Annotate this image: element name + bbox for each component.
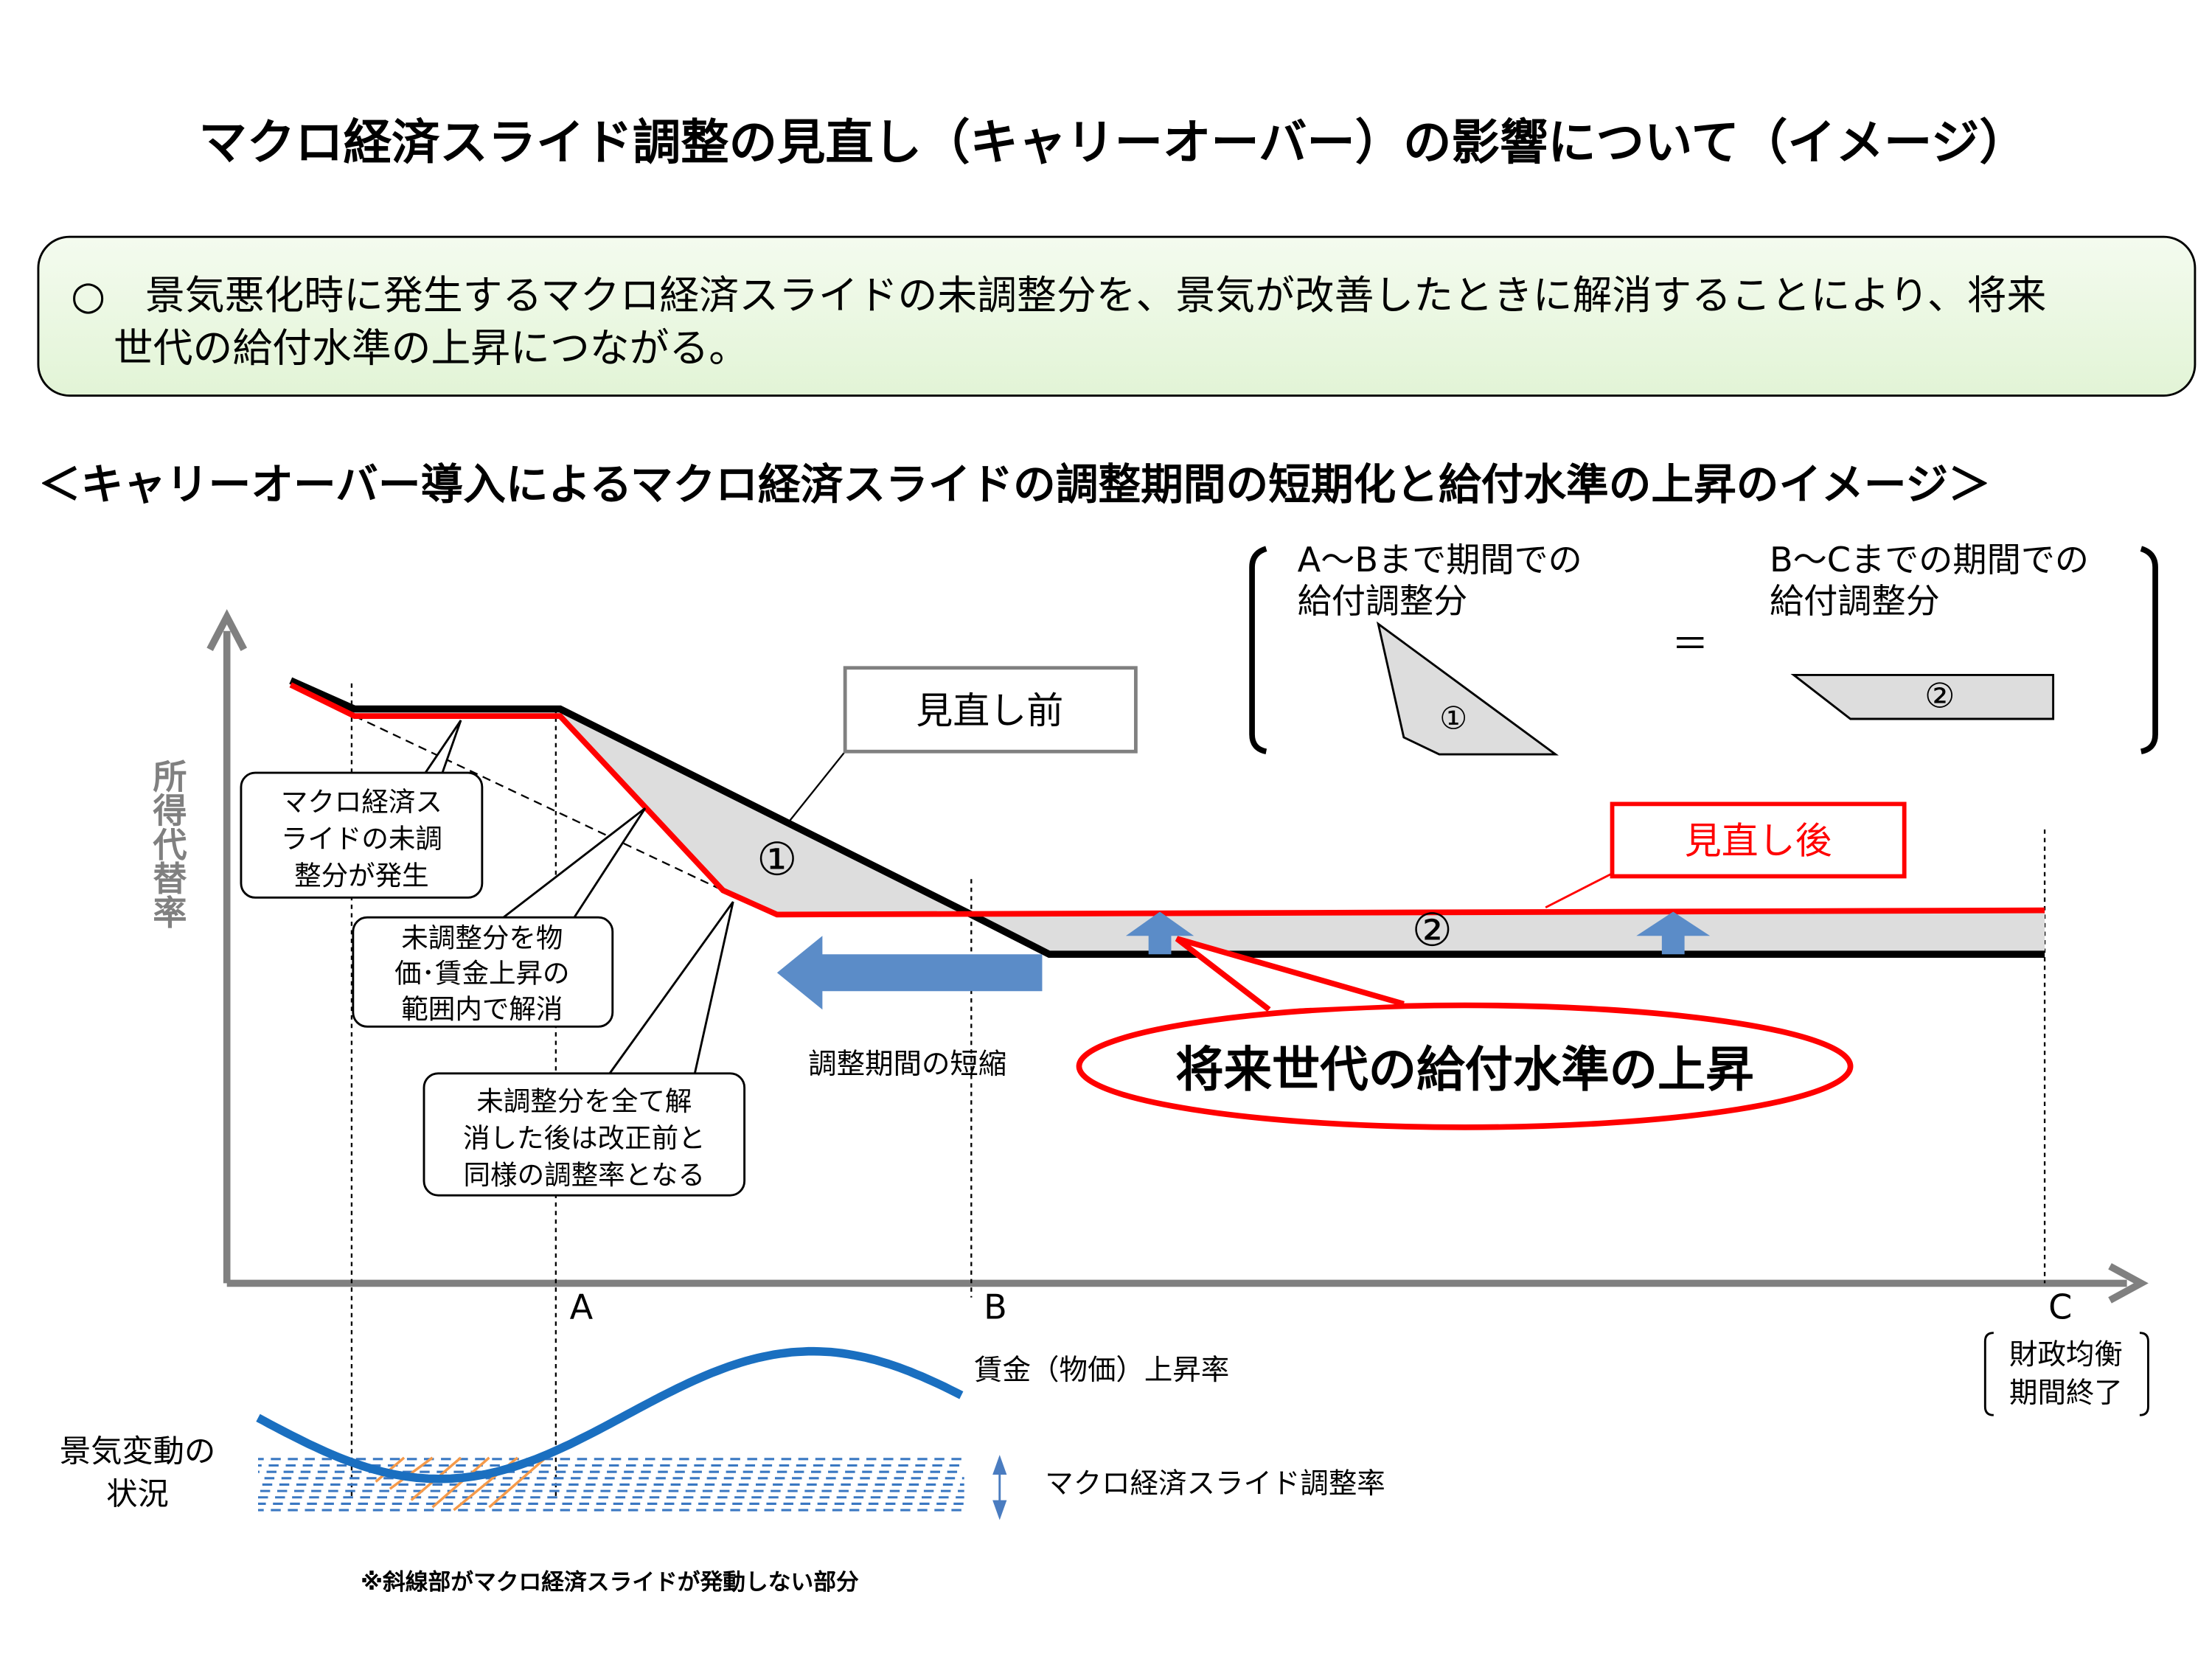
point-c-label: C <box>2048 1287 2072 1326</box>
area-2-shape <box>1790 673 2055 720</box>
hatch-line <box>488 1456 547 1509</box>
fiscal-end-note: 財政均衡 期間終了 <box>1983 1332 2149 1416</box>
equation-panel: A～Bまで期間での 給付調整分 B～Cまでの期間での 給付調整分 ＝ ① ② <box>1249 540 2158 756</box>
economy-label-1: 景気変動の <box>60 1433 216 1470</box>
callout-resolve: 未調整分を物 価･賃金上昇の 範囲内で解消 <box>352 807 647 1028</box>
area-2-label: ② <box>1412 904 1453 957</box>
svg-text:財政均衡: 財政均衡 <box>2009 1338 2123 1371</box>
economy-label-2: 状況 <box>106 1475 169 1512</box>
right-label-1: B～Cまでの期間での <box>1770 540 2089 580</box>
svg-text:整分が発生: 整分が発生 <box>294 860 429 891</box>
svg-text:ライドの未調: ライドの未調 <box>281 823 442 855</box>
up-arrow-icon <box>1125 911 1194 955</box>
svg-text:範囲内で解消: 範囲内で解消 <box>401 993 563 1025</box>
highlight-text: 将来世代の給付水準の上昇 <box>1175 1042 1754 1098</box>
svg-text:未調整分を全て解: 未調整分を全て解 <box>476 1085 692 1117</box>
callout-after-resolve: 未調整分を全て解 消した後は改正前と 同様の調整率となる <box>422 901 746 1197</box>
svg-text:価･賃金上昇の: 価･賃金上昇の <box>394 958 569 990</box>
left-label-1: A～Bまで期間での <box>1298 540 1582 580</box>
svg-text:同様の調整率となる: 同様の調整率となる <box>464 1159 706 1191</box>
area-2 <box>776 910 2045 955</box>
y-axis-label: 所得代替率 <box>147 759 187 929</box>
summary-line-2: 世代の給付水準の上昇につながる。 <box>114 324 748 371</box>
shortening-label: 調整期間の短縮 <box>808 1048 1006 1081</box>
right-bracket <box>2140 546 2158 755</box>
left-bracket <box>1249 546 1267 755</box>
wage-rate-label: 賃金（物価）上昇率 <box>974 1354 1229 1387</box>
svg-text:マクロ経済ス: マクロ経済ス <box>281 786 442 818</box>
dashed-trend-line <box>354 715 724 891</box>
area-1-label: ① <box>757 833 797 886</box>
before-label: 見直し前 <box>916 689 1063 732</box>
point-a-label: A <box>570 1287 594 1326</box>
svg-text:期間終了: 期間終了 <box>2009 1377 2123 1410</box>
svg-text:消した後は改正前と: 消した後は改正前と <box>463 1122 706 1154</box>
after-label: 見直し後 <box>1685 820 1832 863</box>
area-2-mark: ② <box>1924 676 1955 716</box>
after-line <box>289 682 2045 918</box>
summary-box: ○ 景気悪化時に発生するマクロ経済スライドの未調整分を、景気が改善したときに解消… <box>37 235 2197 397</box>
area-1-mark: ① <box>1439 700 1467 736</box>
left-label-2: 給付調整分 <box>1298 581 1468 621</box>
area-1-shape <box>1376 621 1559 756</box>
callout-unadjusted: マクロ経済ス ライドの未調 整分が発生 <box>240 720 484 899</box>
double-arrow-icon <box>992 1455 1007 1520</box>
after-label-box <box>1610 801 1907 879</box>
right-label-2: 給付調整分 <box>1770 581 1940 621</box>
equals-sign: ＝ <box>1672 622 1708 665</box>
up-arrow-icon <box>1636 911 1711 955</box>
before-label-box <box>843 666 1138 754</box>
summary-line-1: ○ 景気悪化時に発生するマクロ経済スライドの未調整分を、景気が改善したときに解消… <box>71 272 2046 319</box>
svg-text:未調整分を物: 未調整分を物 <box>401 922 563 954</box>
highlight-callout: 将来世代の給付水準の上昇 <box>1076 936 1854 1130</box>
axes <box>206 609 2149 1304</box>
footnote: ※斜線部がマクロ経済スライドが発動しない部分 <box>361 1569 859 1596</box>
shortening-arrow <box>776 936 1043 1010</box>
hatch-line <box>431 1456 490 1509</box>
slide-rate-label: マクロ経済スライド調整率 <box>1045 1467 1385 1500</box>
page-title: マクロ経済スライド調整の見直し（キャリーオーバー）の影響について（イメージ） <box>198 114 2027 170</box>
wage-rate-wave <box>256 1346 964 1484</box>
section-subtitle: ＜キャリーオーバー導入によるマクロ経済スライドの調整期間の短期化と給付水準の上昇… <box>38 459 1991 509</box>
point-b-label: B <box>984 1287 1007 1326</box>
